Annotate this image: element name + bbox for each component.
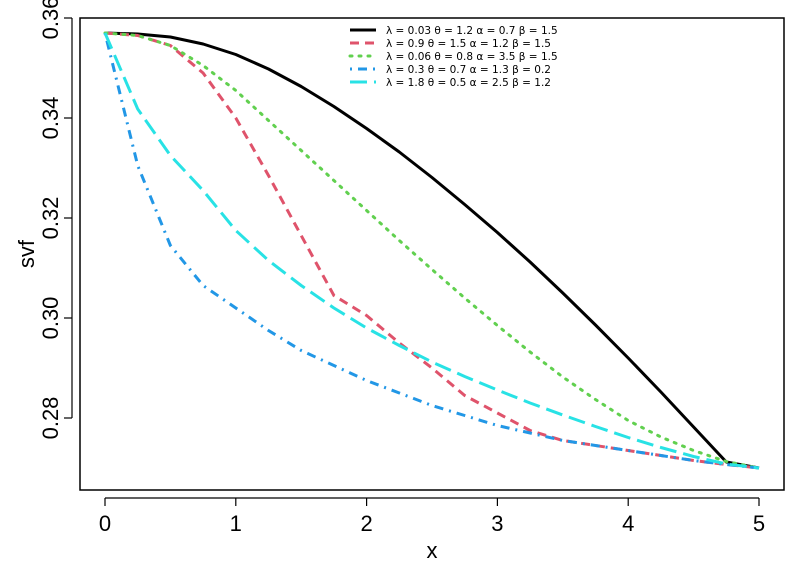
legend-label-1: λ = 0.03 θ = 1.2 α = 0.7 β = 1.5	[386, 25, 558, 37]
y-tick-label: 0.28	[38, 397, 63, 440]
x-tick-label: 1	[230, 511, 242, 536]
legend-label-4: λ = 0.3 θ = 0.7 α = 1.3 β = 0.2	[386, 64, 551, 76]
legend: λ = 0.03 θ = 1.2 α = 0.7 β = 1.5λ = 0.9 …	[348, 25, 558, 89]
y-axis: 0.28 0.30 0.32 0.34 0.36	[38, 0, 73, 440]
y-axis-title: svf	[14, 239, 39, 268]
y-tick-label: 0.34	[38, 97, 63, 140]
series-line-3	[103, 31, 761, 470]
series-line-1	[104, 31, 760, 470]
x-tick-label: 4	[622, 511, 634, 536]
x-tick-label: 5	[753, 511, 765, 536]
legend-label-2: λ = 0.9 θ = 1.5 α = 1.2 β = 1.5	[386, 38, 551, 50]
y-tick-label: 0.36	[38, 0, 63, 39]
x-axis-title: x	[427, 538, 438, 563]
x-axis: 0 1 2 3 4 5	[99, 497, 765, 536]
y-tick-label: 0.30	[38, 297, 63, 340]
series-line-5	[103, 32, 760, 470]
plot-frame	[79, 17, 785, 491]
legend-label-5: λ = 1.8 θ = 0.5 α = 2.5 β = 1.2	[386, 77, 551, 89]
x-tick-label: 3	[491, 511, 503, 536]
series-line-4	[103, 32, 760, 470]
series-layer	[103, 31, 761, 470]
y-tick-label: 0.32	[38, 197, 63, 240]
x-tick-label: 2	[360, 511, 372, 536]
x-tick-label: 0	[99, 511, 111, 536]
legend-label-3: λ = 0.06 θ = 0.8 α = 3.5 β = 1.5	[386, 51, 558, 63]
series-line-2	[104, 31, 760, 470]
